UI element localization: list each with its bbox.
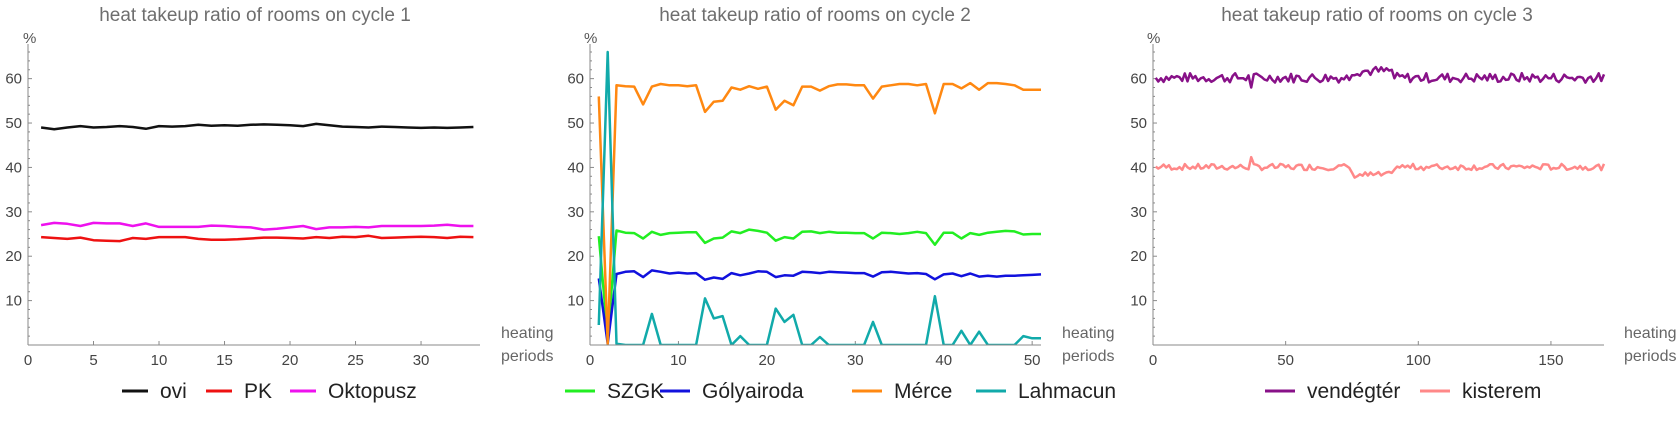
x-tick-label: 50 xyxy=(1277,352,1294,369)
x-tick-label: 0 xyxy=(24,352,32,369)
series-line-ovi xyxy=(40,122,474,131)
x-tick-label: 10 xyxy=(670,352,687,369)
chart-panel-cycle-1: heat takeup ratio of rooms on cycle 1 % … xyxy=(5,5,553,403)
y-axis-label: % xyxy=(1147,30,1160,47)
x-tick-label: 150 xyxy=(1538,352,1563,369)
x-axis-label-line-2: periods xyxy=(501,348,553,365)
axes xyxy=(589,44,1041,346)
legend: SZGK Gólyairoda Mérce Lahmacun xyxy=(565,380,1116,403)
legend-label: Gólyairoda xyxy=(702,380,804,403)
series-lines xyxy=(40,122,474,243)
series-line-lahmacun xyxy=(597,50,1041,345)
series-lines xyxy=(597,50,1042,345)
legend-label: SZGK xyxy=(607,380,664,403)
x-tick-label: 40 xyxy=(935,352,952,369)
y-tick-label: 30 xyxy=(5,204,22,221)
legend: ovi PK Oktopusz xyxy=(122,380,417,403)
y-tick-label: 60 xyxy=(5,71,22,88)
chart-panel-cycle-2: heat takeup ratio of rooms on cycle 2 % … xyxy=(565,5,1116,403)
legend-label: Mérce xyxy=(894,380,952,403)
y-tick-label: 60 xyxy=(567,71,584,88)
x-tick-label: 0 xyxy=(586,352,594,369)
y-tick-label: 40 xyxy=(567,159,584,176)
y-tick-label: 10 xyxy=(1130,293,1147,310)
x-tick-label: 20 xyxy=(759,352,776,369)
y-axis-label: % xyxy=(23,30,36,47)
y-tick-label: 40 xyxy=(1130,159,1147,176)
axes xyxy=(1152,44,1604,346)
axis-ticks: 10 20 30 40 50 60 0 10 20 30 40 50 xyxy=(567,51,1041,369)
y-tick-label: 20 xyxy=(5,248,22,265)
legend-label: Lahmacun xyxy=(1018,380,1116,403)
x-tick-label: 50 xyxy=(1024,352,1041,369)
series-lines xyxy=(1154,65,1606,179)
series-line-szgk xyxy=(597,228,1041,338)
y-tick-label: 20 xyxy=(567,248,584,265)
x-tick-label: 100 xyxy=(1406,352,1431,369)
series-line-oktopusz xyxy=(40,221,474,231)
y-tick-label: 30 xyxy=(567,204,584,221)
x-tick-label: 25 xyxy=(347,352,364,369)
series-line-vendégtér xyxy=(1154,65,1606,89)
axes xyxy=(27,44,480,346)
x-axis-label-line-2: periods xyxy=(1062,348,1114,365)
legend-label: ovi xyxy=(160,380,187,403)
legend-label: PK xyxy=(244,380,272,403)
legend-label: vendégtér xyxy=(1307,380,1400,403)
y-tick-label: 60 xyxy=(1130,71,1147,88)
x-tick-label: 20 xyxy=(282,352,299,369)
series-line-mérce xyxy=(597,81,1041,345)
chart-panel-cycle-3: heat takeup ratio of rooms on cycle 3 % … xyxy=(1130,5,1676,403)
y-axis-label: % xyxy=(584,30,597,47)
y-tick-label: 40 xyxy=(5,159,22,176)
chart-title: heat takeup ratio of rooms on cycle 3 xyxy=(1221,5,1533,26)
y-tick-label: 10 xyxy=(5,293,22,310)
series-line-pk xyxy=(41,234,474,243)
x-tick-label: 10 xyxy=(151,352,168,369)
x-axis-label-line-1: heating xyxy=(501,325,554,342)
x-axis-label-line-1: heating xyxy=(1062,325,1115,342)
series-line-gólyairoda xyxy=(597,269,1042,345)
series-line-kisterem xyxy=(1154,155,1606,179)
chart-title: heat takeup ratio of rooms on cycle 2 xyxy=(659,5,971,26)
x-axis-label-line-2: periods xyxy=(1624,348,1676,365)
y-tick-label: 50 xyxy=(5,115,22,132)
x-tick-label: 30 xyxy=(413,352,430,369)
y-tick-label: 10 xyxy=(567,293,584,310)
x-tick-label: 15 xyxy=(216,352,233,369)
chart-title: heat takeup ratio of rooms on cycle 1 xyxy=(99,5,411,26)
y-tick-label: 20 xyxy=(1130,248,1147,265)
axis-ticks: 10 20 30 40 50 60 0 50 100 150 xyxy=(1130,51,1563,369)
y-tick-label: 50 xyxy=(1130,115,1147,132)
x-tick-label: 5 xyxy=(89,352,97,369)
y-tick-label: 30 xyxy=(1130,204,1147,221)
legend-label: kisterem xyxy=(1462,380,1541,403)
y-tick-label: 50 xyxy=(567,115,584,132)
x-tick-label: 30 xyxy=(847,352,864,369)
x-axis-label-line-1: heating xyxy=(1624,325,1677,342)
legend: vendégtér kisterem xyxy=(1265,380,1541,403)
legend-label: Oktopusz xyxy=(328,380,417,403)
axis-ticks: 10 20 30 40 50 60 0 5 10 15 20 25 30 xyxy=(5,51,430,369)
x-tick-label: 0 xyxy=(1149,352,1157,369)
